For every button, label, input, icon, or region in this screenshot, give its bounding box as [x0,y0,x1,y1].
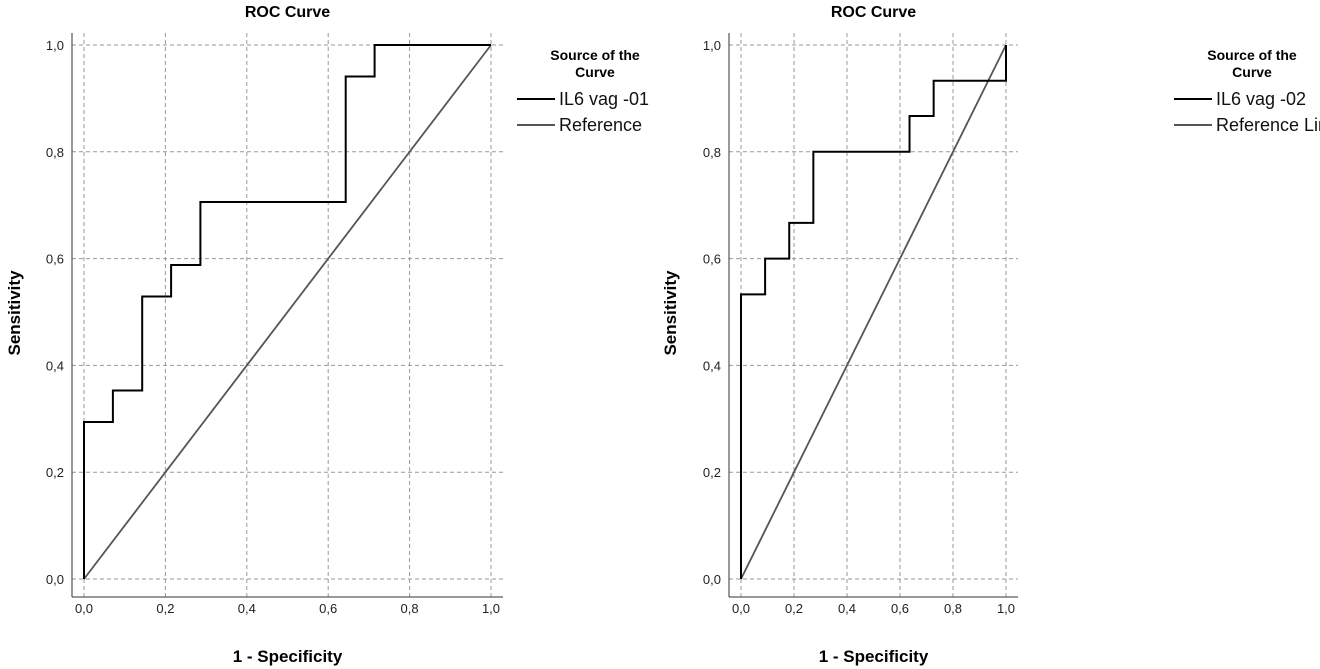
legend-title-line: Source of the [1207,47,1297,63]
x-tick-label: 0,4 [838,601,856,616]
legend-label: Reference Line [1216,115,1320,135]
x-tick-label: 0,2 [156,601,174,616]
chart-1: 0,0 0,0 0,2 0,2 0,4 0,4 0,6 0,6 0,8 0,8 1,0 1,0 ROC … [5,4,649,666]
y-tick-label: 0,8 [46,145,64,160]
roc-curve-line [83,44,491,579]
chart-2: 0,0 0,0 0,2 0,2 0,4 0,4 0,6 0,6 0,8 0,8 1,0 1,0 ROC … [661,4,1320,666]
legend-title-line: Curve [1232,64,1272,80]
legend-label: IL6 vag -01 [559,89,649,109]
x-axis-label: 1 - Specificity [819,647,929,666]
y-tick-label: 0,2 [703,465,721,480]
reference-line [83,44,492,580]
y-tick-label: 0,6 [46,252,64,267]
y-axis-label: Sensitivity [5,270,24,356]
x-tick-label: 0,6 [319,601,337,616]
y-tick-label: 0,2 [46,465,64,480]
x-tick-label: 0,8 [401,601,419,616]
legend-label: IL6 vag -02 [1216,89,1306,109]
y-tick-label: 0,0 [46,572,64,587]
x-tick-label: 1,0 [482,601,500,616]
y-tick-label: 0,4 [703,358,721,373]
x-tick-label: 0,4 [238,601,256,616]
y-tick-label: 0,6 [703,252,721,267]
y-tick-label: 1,0 [703,38,721,53]
legend-title-line: Source of the [550,47,640,63]
legend-title: Source of the Curve [1207,47,1297,80]
x-tick-label: 0,8 [944,601,962,616]
legend-label: Reference [559,115,642,135]
y-axis-label: Sensitivity [661,270,680,356]
x-tick-label: 0,0 [75,601,93,616]
chart-title: ROC Curve [245,4,330,21]
chart-title: ROC Curve [831,4,916,21]
y-tick-label: 0,8 [703,145,721,160]
reference-line [740,44,1007,580]
x-tick-label: 1,0 [997,601,1015,616]
legend-title: Source of the Curve [550,47,640,80]
x-tick-label: 0,0 [732,601,750,616]
y-tick-label: 0,4 [46,358,64,373]
roc-curve-line [740,45,1007,579]
y-tick-label: 0,0 [703,572,721,587]
x-tick-label: 0,2 [785,601,803,616]
y-tick-label: 1,0 [46,38,64,53]
legend-title-line: Curve [575,64,615,80]
x-tick-label: 0,6 [891,601,909,616]
x-axis-label: 1 - Specificity [233,647,343,666]
